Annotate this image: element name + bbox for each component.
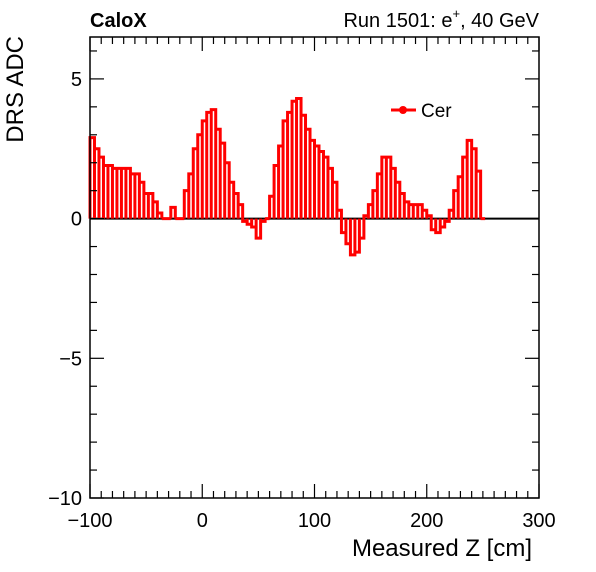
y-tick-label: 5: [71, 69, 82, 91]
run-label-superscript: +: [452, 6, 460, 21]
cer-histogram: [88, 96, 486, 257]
plot-frame: [89, 36, 540, 499]
y-axis-title: DRS ADC: [2, 36, 29, 143]
x-tick-label: −100: [67, 510, 112, 532]
x-ticks: [89, 37, 540, 498]
y-ticks: [90, 50, 539, 499]
x-tick-label: 300: [522, 510, 555, 532]
x-tick-label: 200: [410, 510, 443, 532]
experiment-label: CaloX: [90, 10, 147, 32]
legend: Cer: [391, 101, 452, 122]
x-tick-labels: −100 0 100 200 300: [67, 510, 555, 532]
run-label: Run 1501: e+, 40 GeV: [343, 6, 539, 32]
legend-marker: [399, 106, 407, 114]
x-tick-label: 100: [298, 510, 331, 532]
x-tick-label: 0: [197, 510, 208, 532]
y-tick-labels: −10 −5 0 5: [48, 69, 82, 510]
legend-label-cer: Cer: [421, 101, 452, 122]
y-tick-label: −5: [59, 348, 82, 370]
x-axis-title: Measured Z [cm]: [352, 535, 532, 562]
plot-area: −100 0 100 200 300 −10 −5 0 5: [48, 36, 556, 532]
run-label-prefix: Run 1501: e: [343, 10, 452, 32]
y-tick-label: −10: [48, 488, 82, 510]
y-tick-label: 0: [71, 209, 82, 231]
run-label-suffix: , 40 GeV: [460, 10, 540, 32]
